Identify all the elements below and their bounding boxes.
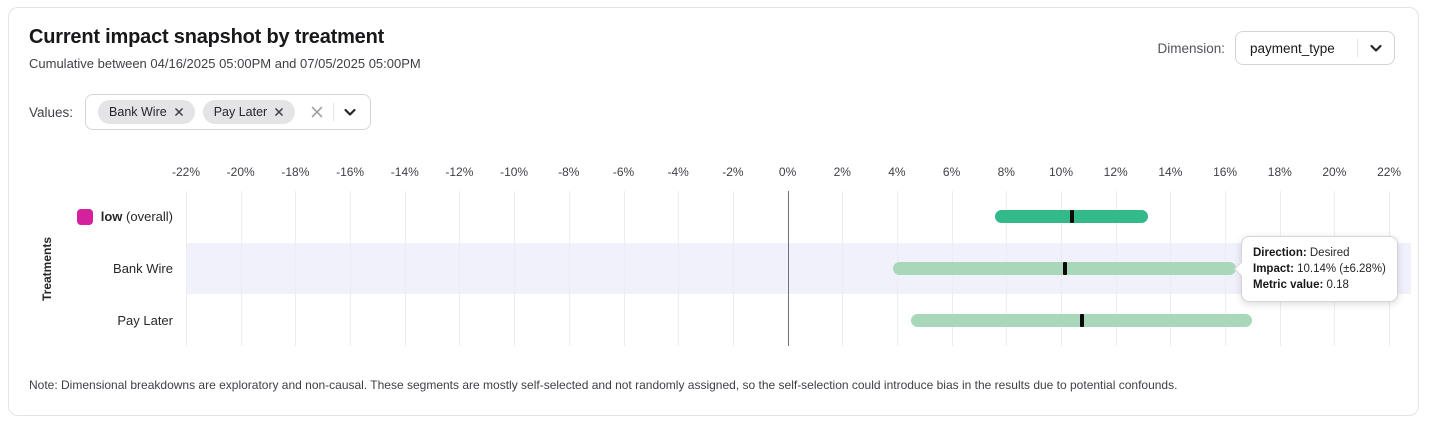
- gridline: [623, 191, 625, 346]
- dimension-control: Dimension: payment_type: [1157, 31, 1395, 65]
- x-axis-tick-label: 14%: [1158, 165, 1183, 179]
- x-axis-tick-label: 10%: [1048, 165, 1074, 179]
- x-axis-tick-label: 22%: [1377, 165, 1402, 179]
- dimension-label: Dimension:: [1157, 40, 1225, 56]
- gridline: [186, 191, 187, 346]
- x-axis-tick-label: 16%: [1213, 165, 1238, 179]
- x-axis-tick-label: 6%: [942, 165, 961, 179]
- select-divider: [1357, 39, 1358, 57]
- gridline: [459, 191, 461, 346]
- gridline: [568, 191, 570, 346]
- x-axis-tick-label: -16%: [336, 165, 365, 179]
- x-axis-tick-label: 12%: [1103, 165, 1128, 179]
- impact-point-marker: [1079, 313, 1084, 327]
- disclaimer-note: Note: Dimensional breakdowns are explora…: [29, 378, 1178, 392]
- values-label: Values:: [29, 104, 74, 120]
- gridline: [350, 191, 352, 346]
- gridline: [295, 191, 297, 346]
- x-axis-tick-label: 20%: [1322, 165, 1347, 179]
- values-filter-row: Values: Bank Wire Pay Later: [29, 94, 372, 130]
- chips-container: Bank Wire Pay Later: [98, 100, 296, 124]
- x-axis-tick-label: -22%: [171, 165, 201, 179]
- x-axis-tick-label: -14%: [390, 165, 419, 179]
- y-axis-title: Treatments: [40, 236, 54, 302]
- chip-remove-icon[interactable]: [274, 107, 284, 117]
- x-axis-tick-label: -18%: [281, 165, 310, 179]
- impact-tooltip: Direction: Desired Impact: 10.14% (±6.28…: [1233, 236, 1398, 302]
- x-axis-tick-label: 18%: [1267, 165, 1292, 179]
- x-axis-tick-label: 8%: [997, 165, 1015, 179]
- treatment-row-label: Bank Wire: [113, 261, 173, 276]
- header: Current impact snapshot by treatment Cum…: [29, 24, 421, 72]
- chevron-down-icon[interactable]: [1368, 40, 1384, 56]
- clear-all-icon[interactable]: [309, 104, 325, 120]
- date-range-subtitle: Cumulative between 04/16/2025 05:00PM an…: [29, 56, 421, 71]
- gridline: [404, 191, 406, 346]
- impact-point-marker: [1069, 210, 1074, 224]
- x-axis-tick-label: -2%: [722, 165, 744, 179]
- tooltip-impact-line: Impact: 10.14% (±6.28%): [1253, 263, 1386, 275]
- legend-swatch: [76, 208, 93, 225]
- x-axis-tick-label: -20%: [226, 165, 255, 179]
- dimension-select[interactable]: payment_type: [1235, 31, 1395, 65]
- x-axis-tick-label: -8%: [558, 165, 580, 179]
- treatment-row-label: low (overall): [76, 207, 173, 227]
- impact-snapshot-card: Current impact snapshot by treatment Cum…: [8, 7, 1419, 416]
- tooltip-metric-line: Metric value: 0.18: [1253, 279, 1349, 291]
- gridline: [514, 191, 516, 346]
- gridline: [732, 191, 734, 346]
- x-axis-tick-label: 0%: [778, 165, 797, 179]
- plot-area: [186, 191, 1411, 346]
- page-title: Current impact snapshot by treatment: [29, 26, 385, 48]
- impact-point-marker: [1062, 262, 1067, 275]
- values-multiselect[interactable]: Bank Wire Pay Later: [85, 94, 372, 130]
- chevron-down-icon[interactable]: [342, 104, 358, 120]
- x-axis-tick-label: -4%: [667, 165, 689, 179]
- chip-remove-icon[interactable]: [174, 107, 184, 117]
- gridline: [240, 191, 242, 346]
- treatment-row-label: Pay Later: [117, 312, 173, 328]
- x-axis-tick-label: -12%: [445, 165, 474, 179]
- gridline: [842, 191, 844, 346]
- x-axis-tick-labels: -22% -20% -18% -16% -14% -12% -10% -8% -6% -4% -2%…: [172, 162, 1411, 182]
- filter-chip-label: Pay Later: [213, 105, 268, 119]
- x-axis-tick-label: 2%: [833, 165, 851, 179]
- tooltip-direction-line: Direction: Desired: [1253, 247, 1350, 259]
- gridline: [678, 191, 680, 346]
- filter-chip[interactable]: Pay Later: [202, 100, 296, 124]
- x-axis-tick-label: -6%: [612, 165, 635, 179]
- filter-chip-label: Bank Wire: [109, 105, 167, 119]
- x-axis-tick-label: 4%: [888, 165, 906, 179]
- filter-chip[interactable]: Bank Wire: [98, 100, 195, 124]
- x-axis-tick-label: -10%: [500, 165, 529, 179]
- zero-axis-line: [787, 191, 790, 346]
- treatment-row-labels: low (overall) Bank Wire Pay Later: [9, 191, 173, 346]
- values-divider: [333, 103, 335, 121]
- dimension-selected-value: payment_type: [1250, 40, 1335, 56]
